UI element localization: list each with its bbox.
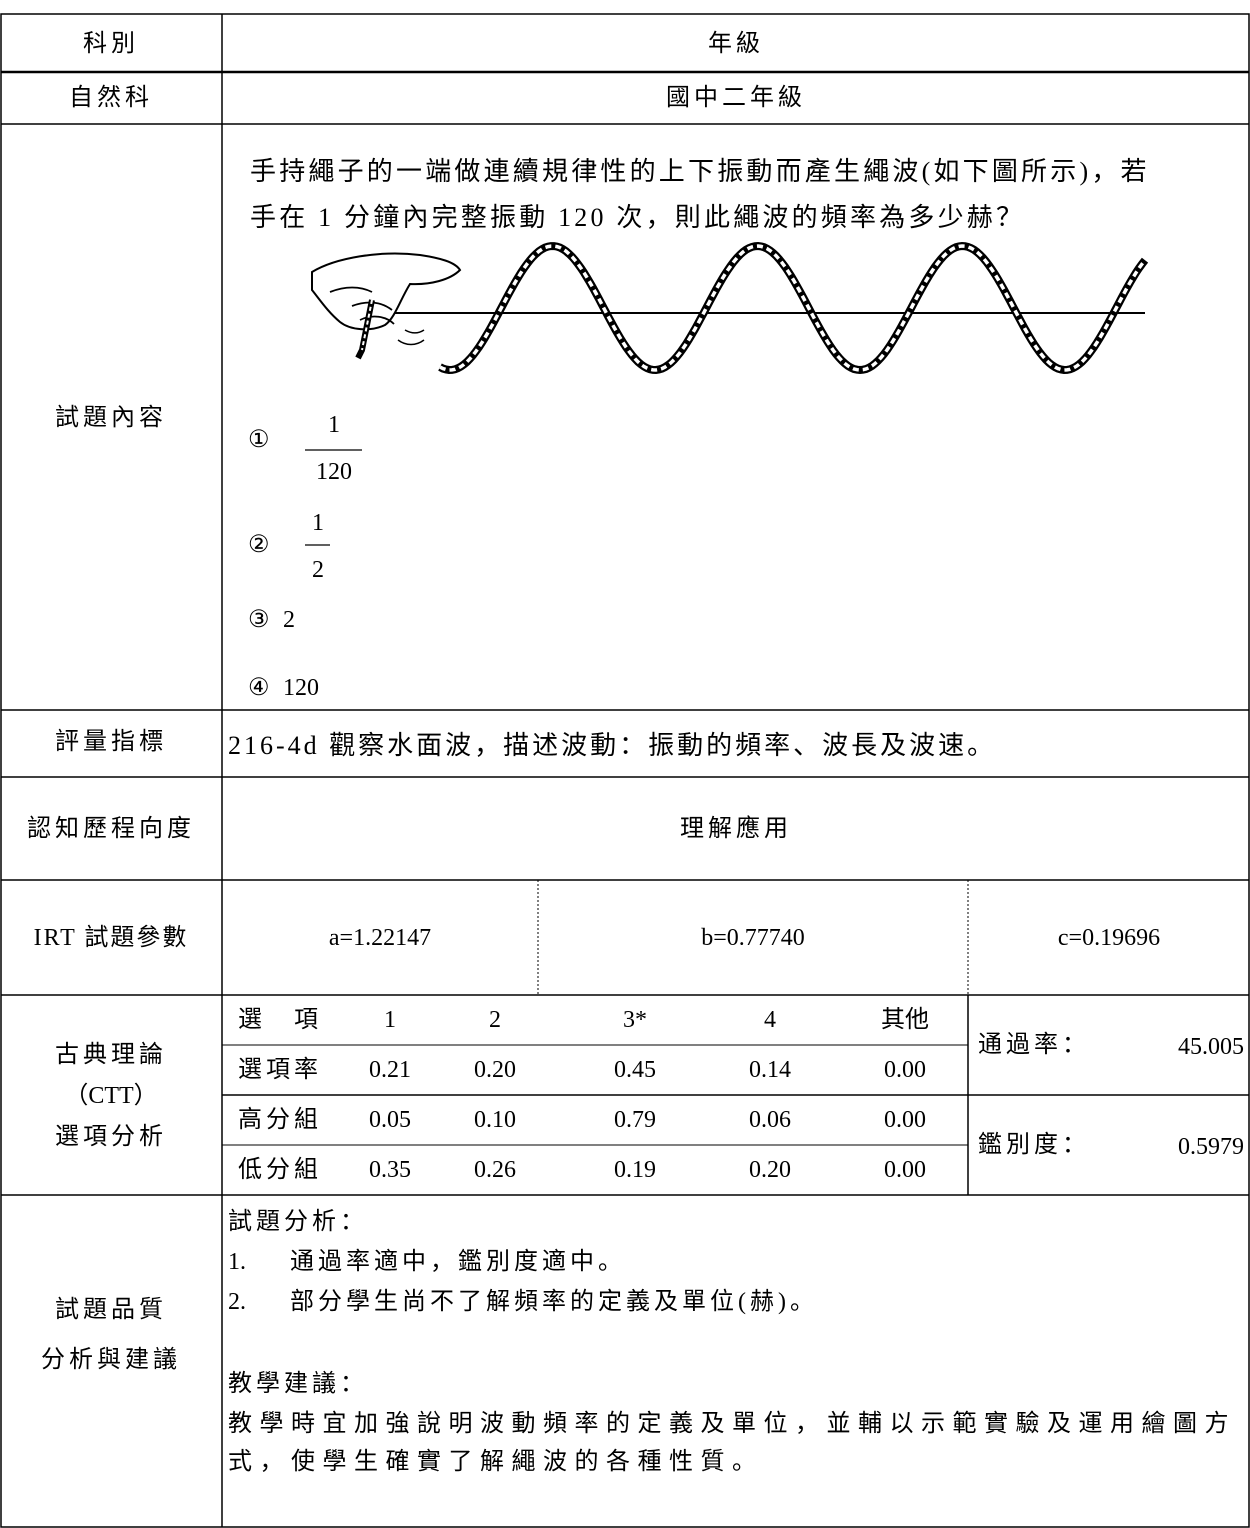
ctt-header-cell: 2 bbox=[489, 1007, 501, 1033]
ctt-header-cell: 3* bbox=[623, 1007, 647, 1033]
ctt-cell: 0.00 bbox=[884, 1107, 926, 1133]
cognitive-text: 理解應用 bbox=[680, 816, 792, 842]
fraction-numerator: 1 bbox=[328, 412, 340, 438]
section-title: 試題分析： bbox=[228, 1209, 368, 1235]
row-label: IRT 試題參數 bbox=[33, 925, 189, 951]
item-number: 1. bbox=[228, 1249, 246, 1275]
cell-label: 年級 bbox=[708, 31, 764, 57]
cell-label: 科別 bbox=[83, 31, 139, 57]
ctt-cell: 0.14 bbox=[749, 1057, 791, 1083]
cell-text: 國中二年級 bbox=[666, 85, 806, 111]
fraction-numerator: 1 bbox=[312, 510, 324, 536]
ctt-cell: 0.20 bbox=[749, 1157, 791, 1183]
ctt-cell: 0.19 bbox=[614, 1157, 656, 1183]
suggestion-text: 教學時宜加強說明波動頻率的定義及單位，並輔以示範實驗及運用繪圖方 bbox=[228, 1411, 1236, 1437]
irt-param: b=0.77740 bbox=[701, 925, 805, 951]
ctt-cell: 0.10 bbox=[474, 1107, 516, 1133]
option-marker: ① bbox=[248, 427, 270, 453]
row-label: 評量指標 bbox=[55, 729, 167, 755]
option-marker: ③ bbox=[248, 607, 270, 633]
pass-rate-value: 45.005 bbox=[1178, 1034, 1244, 1060]
row-label: 分析與建議 bbox=[41, 1347, 181, 1373]
option-text: 2 bbox=[283, 607, 295, 633]
ctt-cell: 0.26 bbox=[474, 1157, 516, 1183]
indicator-text: 216-4d 觀察水面波，描述波動：振動的頻率、波長及波速。 bbox=[228, 731, 997, 760]
irt-param: c=0.19696 bbox=[1057, 925, 1161, 951]
ctt-cell: 0.21 bbox=[369, 1057, 411, 1083]
row-label: （CTT） bbox=[64, 1083, 158, 1109]
item-number: 2. bbox=[228, 1289, 246, 1315]
ctt-header-cell: 1 bbox=[384, 1007, 396, 1033]
option-marker: ④ bbox=[248, 675, 270, 701]
row-label: 古典理論 bbox=[55, 1042, 167, 1068]
fraction-denominator: 2 bbox=[312, 557, 324, 583]
pass-rate-label: 通過率： bbox=[978, 1032, 1090, 1058]
ctt-cell: 高分組 bbox=[238, 1107, 322, 1133]
wave-illustration bbox=[311, 241, 1149, 375]
row-label: 選項分析 bbox=[55, 1124, 167, 1150]
ctt-cell: 選項率 bbox=[238, 1057, 322, 1083]
ctt-cell: 0.35 bbox=[369, 1157, 411, 1183]
cell-text: 自然科 bbox=[69, 85, 153, 111]
row-label: 試題內容 bbox=[55, 405, 167, 431]
question-stem: 手持繩子的一端做連續規律性的上下振動而產生繩波(如下圖所示)，若 bbox=[250, 157, 1150, 186]
irt-param: a=1.22147 bbox=[328, 925, 432, 951]
suggestion-text: 式，使學生確實了解繩波的各種性質。 bbox=[228, 1449, 764, 1475]
ctt-cell: 0.05 bbox=[369, 1107, 411, 1133]
ctt-cell: 0.79 bbox=[614, 1107, 656, 1133]
question-stem: 手在 1 分鐘內完整振動 120 次，則此繩波的頻率為多少赫？ bbox=[250, 203, 1026, 232]
option-text: 120 bbox=[283, 675, 319, 701]
option-marker: ② bbox=[248, 532, 270, 558]
ctt-cell: 0.20 bbox=[474, 1057, 516, 1083]
ctt-cell: 0.45 bbox=[614, 1057, 656, 1083]
ctt-cell: 0.06 bbox=[749, 1107, 791, 1133]
ctt-header-cell: 4 bbox=[764, 1007, 776, 1033]
ctt-header-cell: 其他 bbox=[881, 1007, 929, 1033]
fraction-denominator: 120 bbox=[316, 459, 352, 485]
item-text: 通過率適中，鑑別度適中。 bbox=[290, 1249, 626, 1275]
item-text: 部分學生尚不了解頻率的定義及單位(赫)。 bbox=[290, 1289, 818, 1315]
section-title: 教學建議： bbox=[228, 1371, 368, 1397]
ctt-header-cell: 選 項 bbox=[238, 1007, 322, 1033]
discrimination-label: 鑑別度： bbox=[978, 1132, 1090, 1158]
discrimination-value: 0.5979 bbox=[1178, 1134, 1244, 1160]
row-label: 認知歷程向度 bbox=[27, 816, 195, 842]
ctt-cell: 0.00 bbox=[884, 1057, 926, 1083]
ctt-cell: 低分組 bbox=[238, 1157, 322, 1183]
ctt-cell: 0.00 bbox=[884, 1157, 926, 1183]
row-label: 試題品質 bbox=[55, 1297, 167, 1323]
